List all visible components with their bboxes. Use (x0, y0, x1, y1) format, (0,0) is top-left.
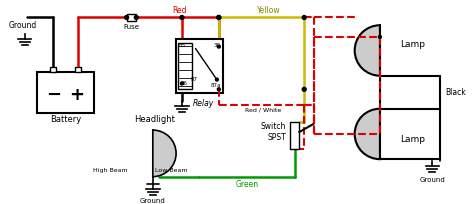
Text: Green: Green (236, 180, 258, 188)
Circle shape (217, 16, 221, 19)
Text: 87: 87 (191, 77, 198, 82)
Wedge shape (355, 25, 380, 76)
Text: Red: Red (173, 6, 187, 14)
Circle shape (378, 35, 382, 38)
FancyBboxPatch shape (178, 43, 191, 89)
Text: Battery: Battery (50, 115, 81, 124)
Text: 87a: 87a (210, 83, 221, 88)
Text: High Beam: High Beam (93, 168, 128, 173)
Wedge shape (355, 109, 380, 159)
Text: Switch
SPST: Switch SPST (260, 122, 286, 142)
Circle shape (181, 82, 183, 85)
Text: Lamp: Lamp (401, 40, 426, 49)
Text: Yellow: Yellow (256, 6, 280, 14)
Circle shape (217, 16, 221, 19)
Circle shape (218, 45, 220, 48)
Text: 30: 30 (213, 43, 220, 48)
Circle shape (125, 16, 128, 19)
Text: Ground: Ground (9, 21, 37, 30)
FancyBboxPatch shape (75, 67, 81, 72)
Wedge shape (153, 130, 176, 177)
Circle shape (180, 16, 184, 19)
Circle shape (134, 16, 138, 19)
Text: 86: 86 (181, 81, 187, 86)
Circle shape (218, 88, 220, 91)
Text: Black: Black (445, 88, 465, 97)
Text: Low Beam: Low Beam (155, 168, 187, 173)
Text: Ground: Ground (140, 198, 166, 204)
FancyBboxPatch shape (290, 122, 300, 150)
Circle shape (302, 87, 306, 91)
Text: Relay: Relay (192, 99, 214, 108)
Text: +: + (70, 86, 84, 104)
FancyBboxPatch shape (176, 39, 223, 93)
Text: Headlight: Headlight (134, 115, 175, 124)
Text: Red / White: Red / White (246, 108, 282, 113)
Text: 85: 85 (178, 43, 185, 48)
Circle shape (302, 16, 306, 19)
FancyBboxPatch shape (127, 14, 137, 21)
Text: Lamp: Lamp (401, 135, 426, 144)
FancyBboxPatch shape (37, 72, 93, 113)
Text: −: − (46, 86, 61, 104)
FancyBboxPatch shape (50, 67, 56, 72)
Text: Fuse: Fuse (123, 24, 139, 30)
Text: Ground: Ground (419, 177, 445, 183)
Circle shape (215, 78, 219, 81)
